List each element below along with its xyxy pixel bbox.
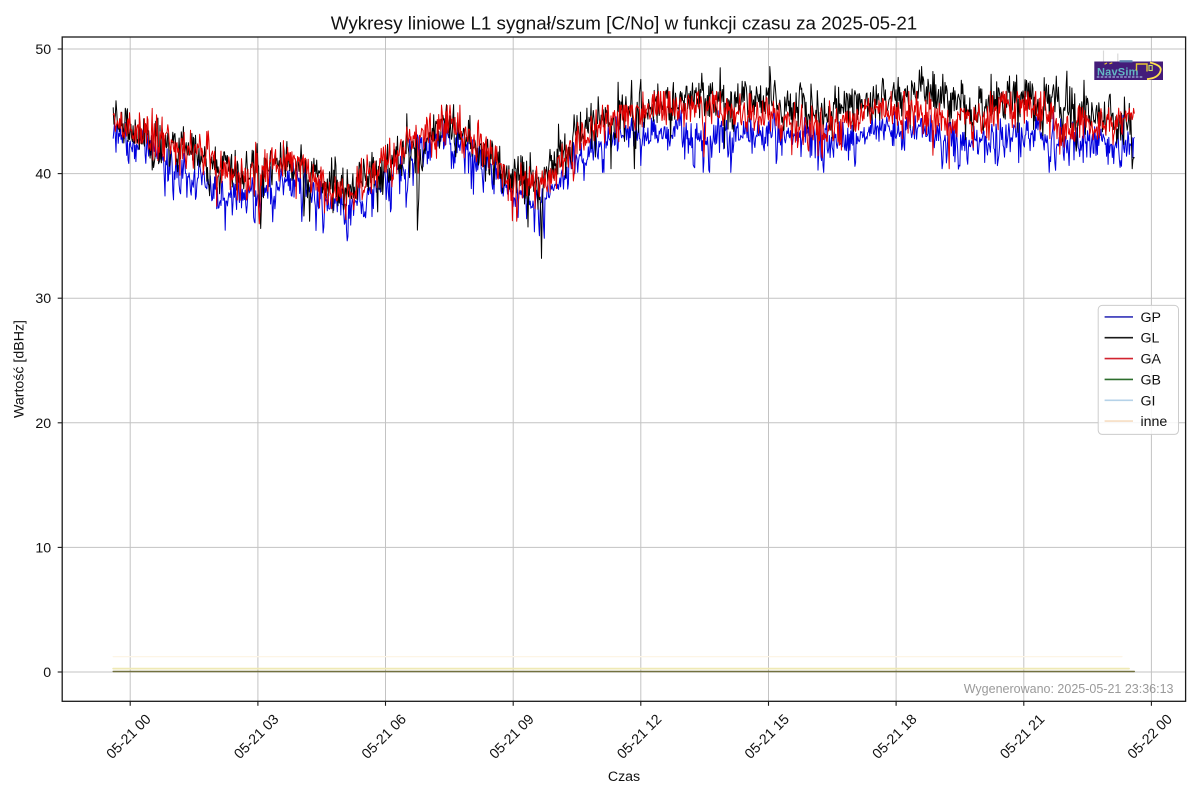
svg-text:Wygenerowano: 2025-05-21 23:36: Wygenerowano: 2025-05-21 23:36:13	[964, 682, 1174, 696]
svg-text:NavSim: NavSim	[1097, 67, 1139, 79]
svg-text:20: 20	[35, 416, 51, 432]
svg-text:GB: GB	[1141, 372, 1162, 388]
svg-text:Wartość [dBHz]: Wartość [dBHz]	[12, 320, 28, 418]
svg-text:GL: GL	[1141, 331, 1160, 347]
svg-text:30: 30	[35, 291, 51, 307]
svg-text:10: 10	[35, 540, 51, 556]
svg-text:GA: GA	[1141, 352, 1162, 368]
svg-text:Wykresy liniowe L1 sygnał/szum: Wykresy liniowe L1 sygnał/szum [C/No] w …	[331, 12, 917, 33]
svg-text:Czas: Czas	[608, 769, 640, 785]
svg-text:50: 50	[35, 42, 51, 58]
svg-text:GP: GP	[1141, 310, 1162, 326]
svg-text:40: 40	[35, 167, 51, 183]
svg-text:GI: GI	[1141, 393, 1156, 409]
svg-text:inne: inne	[1141, 414, 1168, 430]
svg-text:0: 0	[43, 665, 51, 681]
